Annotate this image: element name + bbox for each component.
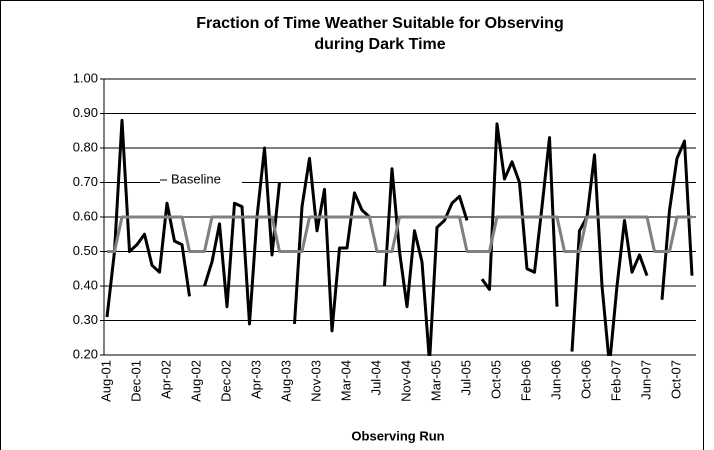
- x-tick-label: Jul-04: [368, 360, 383, 395]
- x-tick-label: Oct-06: [578, 360, 593, 399]
- x-tick-label: Dec-01: [128, 360, 143, 402]
- annotation-bg: [160, 171, 242, 188]
- y-tick-label: 0.50: [73, 243, 98, 258]
- x-tick-label: Nov-04: [398, 360, 413, 402]
- plot-area: [105, 118, 694, 356]
- y-tick-label: 0.80: [73, 139, 98, 154]
- x-tick-label: Apr-02: [158, 360, 173, 399]
- y-tick-label: 0.40: [73, 277, 98, 292]
- x-tick-label: Oct-05: [488, 360, 503, 399]
- y-tick-label: 0.30: [73, 312, 98, 327]
- x-tick-label: Feb-07: [608, 360, 623, 401]
- annotation: Baseline: [171, 171, 221, 186]
- y-tick-label: 0.90: [73, 105, 98, 120]
- x-tick-label: Mar-04: [338, 360, 353, 401]
- x-tick-label: Nov-03: [308, 360, 323, 402]
- chart-title: during Dark Time: [314, 36, 445, 53]
- y-tick-label: 0.70: [73, 174, 98, 189]
- x-tick-label: Apr-03: [248, 360, 263, 399]
- x-tick-label: Jun-07: [638, 360, 653, 400]
- x-tick-label: Mar-05: [428, 360, 443, 401]
- x-tick-label: Aug-01: [98, 360, 113, 402]
- x-tick-label: Jun-06: [548, 360, 563, 400]
- x-tick-label: Oct-07: [668, 360, 683, 399]
- x-tick-label: Aug-03: [278, 360, 293, 402]
- x-tick-label: Dec-02: [218, 360, 233, 402]
- x-tick-label: Feb-06: [518, 360, 533, 401]
- series-line: [107, 215, 692, 253]
- y-tick-label: 0.60: [73, 208, 98, 223]
- x-tick-label: Jul-05: [458, 360, 473, 395]
- x-tick-label: Aug-02: [188, 360, 203, 402]
- y-tick-label: 1.00: [73, 70, 98, 85]
- y-tick-label: 0.20: [73, 346, 98, 361]
- series-line: [105, 118, 694, 356]
- x-axis-label: Observing Run: [351, 428, 444, 443]
- chart-title: Fraction of Time Weather Suitable for Ob…: [196, 15, 563, 32]
